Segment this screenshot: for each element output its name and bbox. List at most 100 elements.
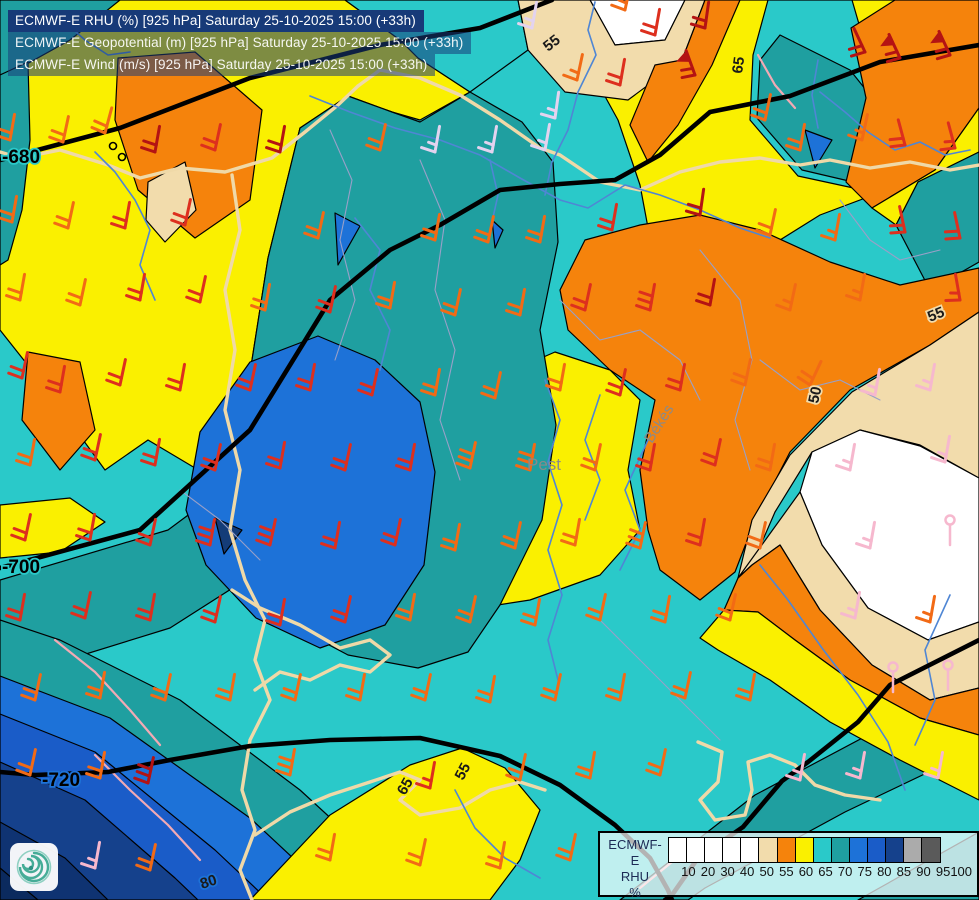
wind-barb xyxy=(477,124,499,154)
wind-barb xyxy=(20,673,42,702)
rhu-region xyxy=(491,219,504,249)
legend-cell xyxy=(885,837,905,863)
wind-barb xyxy=(65,278,87,307)
wind-barb xyxy=(295,362,317,392)
wind-barb xyxy=(605,368,627,397)
wind-barb xyxy=(15,437,37,467)
wind-barb xyxy=(105,358,127,387)
wind-barb xyxy=(265,597,287,627)
wind-barb xyxy=(530,122,552,152)
wind-barb xyxy=(7,351,29,380)
wind-barb xyxy=(560,517,582,547)
wind-barb xyxy=(70,591,92,620)
wind-barb xyxy=(670,671,692,700)
wind-barb xyxy=(610,0,632,12)
title-geopotential: ECMWF-E Geopotential (m) [925 hPa] Satur… xyxy=(8,32,472,54)
legend-color-cells xyxy=(668,837,962,863)
wind-barbs xyxy=(0,0,962,872)
rhu-region xyxy=(334,212,361,266)
wind-barb xyxy=(485,840,507,870)
wind-barb xyxy=(505,287,527,317)
met-logo-spiral-icon xyxy=(16,849,52,885)
wind-barb xyxy=(888,118,907,149)
wind-barb xyxy=(195,517,217,547)
wind-barb xyxy=(365,123,387,152)
wind-barb xyxy=(48,115,70,144)
wind-barb xyxy=(525,214,547,244)
wind-barb xyxy=(15,748,37,777)
wind-barb xyxy=(315,832,337,862)
station-markers xyxy=(108,141,127,162)
wind-barb xyxy=(85,750,107,780)
legend-tick: 90 xyxy=(916,864,931,879)
rhu-region xyxy=(699,609,979,801)
city-label: Pest xyxy=(527,455,561,474)
wind-barb xyxy=(520,597,542,627)
station-circle xyxy=(117,152,127,162)
wind-barb xyxy=(775,283,797,312)
legend-cell xyxy=(921,837,941,863)
wind-barb xyxy=(605,672,627,702)
wind-barb xyxy=(45,364,67,394)
wind-barb xyxy=(923,750,945,780)
rhu-region xyxy=(249,747,541,900)
legend-tick: 75 xyxy=(857,864,872,879)
legend-cell xyxy=(903,837,923,863)
wind-barb xyxy=(539,90,561,120)
wind-barb xyxy=(410,673,432,702)
legend-title-param: RHU xyxy=(620,869,650,884)
wind-barb xyxy=(200,595,222,624)
wind-barb xyxy=(930,434,952,464)
wind-barb xyxy=(880,32,902,64)
wind-barb xyxy=(265,124,287,154)
county-lines xyxy=(179,129,941,741)
wind-barb xyxy=(845,750,867,780)
wind-barb xyxy=(665,362,687,392)
legend-tick-labels: 10 20 30 40 50 55 60 65 70 75 80 85 90 95 100 xyxy=(668,864,972,879)
wind-barb xyxy=(555,833,577,862)
wind-barb xyxy=(625,521,647,550)
wind-barb xyxy=(605,57,627,87)
wind-barb xyxy=(133,756,155,785)
wind-barb xyxy=(200,123,222,152)
legend-cell xyxy=(758,837,779,863)
legend-cell xyxy=(794,837,815,863)
rhu-contour-label: 65 xyxy=(729,56,748,75)
wind-barb xyxy=(635,282,657,312)
wind-barb xyxy=(755,442,777,472)
wind-barb xyxy=(455,441,477,470)
wind-barb xyxy=(785,752,807,782)
wind-barb xyxy=(684,187,706,217)
wind-barb xyxy=(515,442,537,472)
wind-barb xyxy=(562,53,584,82)
rhu-region xyxy=(737,311,979,579)
wind-barb xyxy=(150,673,172,702)
wind-barb xyxy=(745,521,767,550)
wind-barb xyxy=(755,208,777,237)
wind-barb xyxy=(85,670,107,700)
wind-barb xyxy=(689,0,711,30)
wind-barb xyxy=(676,49,697,80)
wind-barb xyxy=(80,433,102,462)
wind-barb xyxy=(375,280,397,310)
geopotential-label: -680 xyxy=(2,147,40,168)
legend-tick: 80 xyxy=(877,864,892,879)
wind-barb xyxy=(887,661,899,694)
wind-barb xyxy=(545,362,567,392)
legend-cell xyxy=(668,837,688,863)
rhu-color-legend: ECMWF-E RHU % 10 20 30 40 50 55 60 65 70 75 80 85 90… xyxy=(598,831,979,900)
wind-barb xyxy=(0,194,19,224)
wind-barb xyxy=(405,838,427,867)
wind-barb xyxy=(840,590,862,620)
geopotential-label: -700 xyxy=(2,557,40,578)
legend-tick: 40 xyxy=(739,864,755,879)
wind-barb xyxy=(357,368,379,397)
legend-tick: 100 xyxy=(950,864,973,879)
wind-barb xyxy=(735,672,757,702)
wind-barb xyxy=(185,275,207,304)
title-wind: ECMWF-E Wind (m/s) [925 hPa] Saturday 25… xyxy=(8,54,436,76)
legend-cell xyxy=(776,837,797,863)
wind-barb xyxy=(944,514,956,547)
legend-cell xyxy=(740,837,760,863)
